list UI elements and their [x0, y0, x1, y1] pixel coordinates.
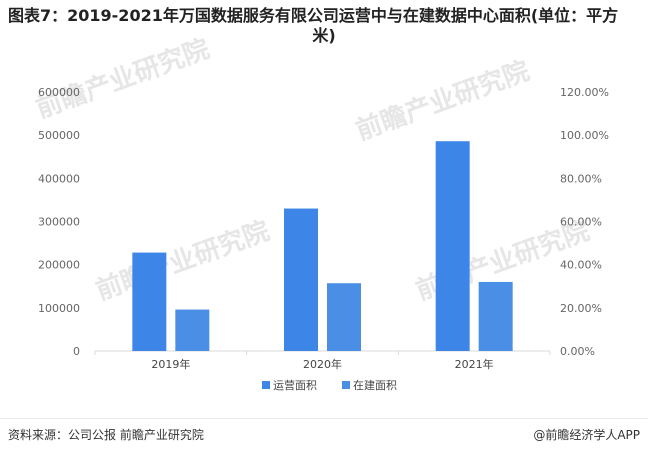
legend-swatch [262, 381, 270, 389]
watermark-1: 前瞻产业研究院 [32, 33, 214, 124]
y2-tick-label: 20.00% [560, 302, 602, 315]
y2-tick-label: 100.00% [560, 129, 609, 142]
title-line-2: 米) [312, 26, 336, 45]
credit-note: @前瞻经济学人APP [533, 428, 640, 442]
y-tick-label: 200000 [38, 259, 80, 272]
bars [132, 141, 513, 351]
bar-operating [435, 141, 470, 351]
legend-swatch [342, 381, 350, 389]
bar-chart: 前瞻产业研究院 前瞻产业研究院 前瞻产业研究院 前瞻产业研究院 01000002… [32, 33, 609, 392]
y2-tick-label: 0.00% [560, 345, 595, 358]
y-tick-label: 500000 [38, 129, 80, 142]
footer-divider [0, 418, 648, 419]
y-tick-label: 300000 [38, 216, 80, 229]
bar-construction [327, 283, 361, 351]
bar-construction [175, 309, 210, 351]
bar-construction [478, 281, 513, 351]
x-tick-label: 2019年 [151, 357, 190, 371]
y-tick-label: 100000 [38, 302, 80, 315]
x-tick-label: 2021年 [455, 357, 494, 371]
y-tick-label: 400000 [38, 172, 80, 185]
axes: 0 100000 200000 300000 400000 500000 600000 0.0… [38, 86, 609, 371]
legend-label: 运营面积 [273, 378, 317, 392]
legend-label: 在建面积 [353, 378, 397, 392]
legend: 运营面积 在建面积 [262, 378, 397, 392]
x-tick-label: 2020年 [303, 357, 342, 371]
y2-tick-label: 40.00% [560, 259, 602, 272]
title-line-1: 图表7：2019-2021年万国数据服务有限公司运营中与在建数据中心面积(单位：… [8, 6, 619, 25]
source-note: 资料来源：公司公报 前瞻产业研究院 [8, 428, 204, 442]
y-tick-label: 600000 [38, 86, 80, 99]
watermark-3: 前瞻产业研究院 [92, 215, 274, 306]
y2-tick-label: 60.00% [560, 216, 602, 229]
y-tick-label: 0 [73, 345, 80, 358]
bar-operating [132, 252, 167, 351]
chart-title: 图表7：2019-2021年万国数据服务有限公司运营中与在建数据中心面积(单位：… [8, 6, 640, 46]
y2-tick-label: 80.00% [560, 172, 602, 185]
bar-operating [284, 208, 318, 351]
watermark-2: 前瞻产业研究院 [352, 55, 534, 146]
y2-tick-label: 120.00% [560, 86, 609, 99]
